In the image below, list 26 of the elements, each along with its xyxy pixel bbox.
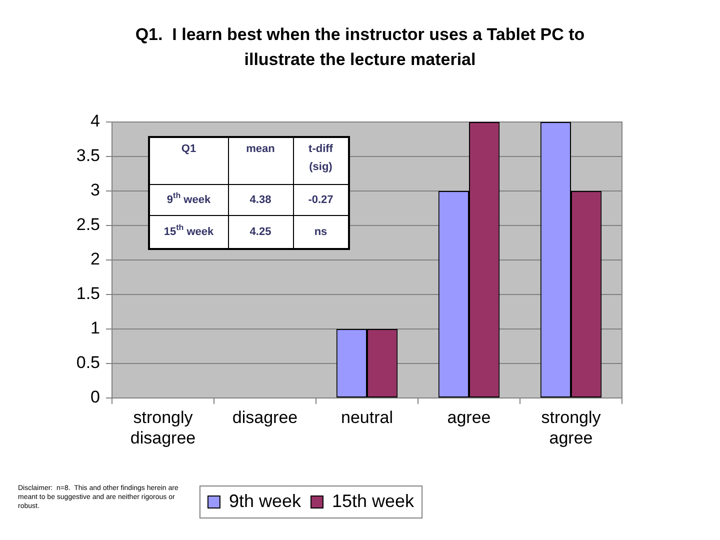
y-tick-label: 1: [90, 318, 100, 338]
x-tick-label: disagree: [232, 408, 298, 427]
annotation: Q1: [149, 137, 228, 184]
chart-title: Q1. I learn best when the instructor uses a Tablet PC to illustrate the lecture material: [134, 24, 586, 71]
annotation: 9$^{th}$ week: [149, 184, 228, 215]
y-tick-label: 4: [90, 112, 100, 131]
legend-label: 9th week: [228, 490, 302, 511]
y-tick-label: 0.5: [76, 353, 100, 372]
x-tick-label: neutral: [341, 408, 393, 427]
x-tick-label: strongly disagree: [130, 408, 196, 448]
legend-label: 15th week: [332, 490, 416, 511]
annotation: -0.27: [293, 184, 349, 215]
annotation: 4.25: [228, 215, 293, 249]
annotation: mean: [228, 137, 293, 184]
y-tick-label: 3.5: [76, 146, 100, 166]
annotation: ns: [293, 215, 349, 249]
y-tick-label: 1.5: [76, 284, 100, 304]
annotation: 15$^{th}$ week: [149, 215, 228, 249]
y-tick-label: 3: [90, 180, 100, 200]
y-tick-label: 2: [90, 250, 100, 269]
x-tick-label: agree: [447, 408, 491, 427]
y-tick-label: 0: [90, 388, 100, 407]
annotation: t-diff (sig): [293, 137, 349, 184]
annotation: 4.38: [228, 184, 293, 215]
y-tick-label: 2.5: [76, 215, 100, 234]
x-tick-label: strongly agree: [541, 408, 602, 448]
